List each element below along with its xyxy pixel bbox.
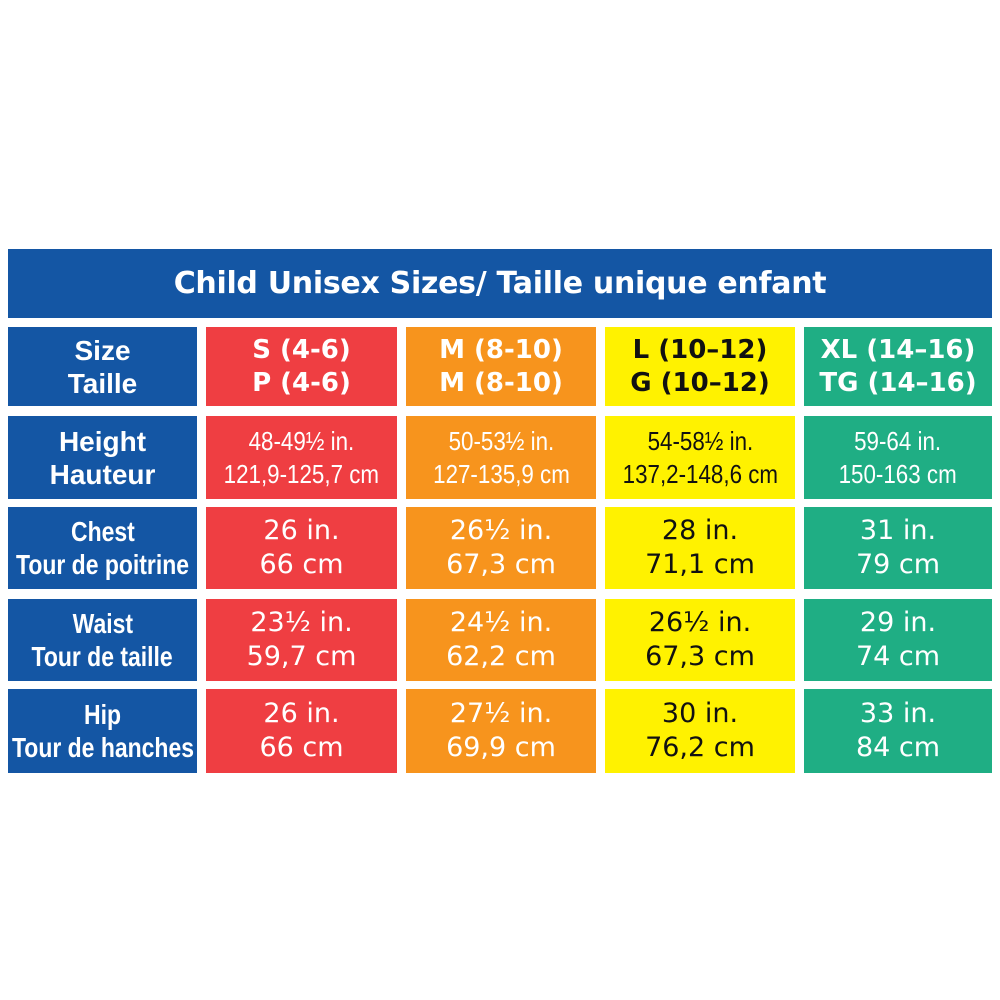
value-cm: 74 cm [855,641,941,672]
value-cm: 71,1 cm [645,549,755,580]
hip-cell-m: 27½ in. 69,9 cm [406,689,596,773]
value-cm: 150-163 cm [838,458,958,489]
waist-cell-l: 26½ in. 67,3 cm [605,599,795,681]
row-label-en: Hip [83,699,121,730]
row-label-fr: Tour de poitrine [15,549,190,580]
value-cm: 76,2 cm [645,732,755,763]
value-cm: 59,7 cm [246,641,357,672]
row-label-fr: Taille [67,367,138,399]
value-in: 29 in. [859,607,937,638]
row-label-en: Chest [70,516,135,547]
value-in: 26½ in. [449,515,553,546]
size-header-s: S (4-6) P (4-6) [206,327,397,406]
value-in: 26 in. [263,515,340,546]
waist-cell-s: 23½ in. 59,7 cm [206,599,397,681]
value-cm: 66 cm [259,732,344,763]
height-cell-l: 54-58½ in. 137,2-148,6 cm [605,416,795,499]
value-in: 28 in. [661,515,739,546]
size-label-fr: M (8-10) [439,367,563,398]
value-in: 30 in. [661,698,739,729]
value-cm: 67,3 cm [645,641,755,672]
value-cm: 67,3 cm [446,549,556,580]
hip-cell-xl: 33 in. 84 cm [804,689,992,773]
row-label-chest: Chest Tour de poitrine [8,507,197,589]
value-in: 54-58½ in. [647,425,753,456]
waist-cell-xl: 29 in. 74 cm [804,599,992,681]
row-label-en: Height [58,425,147,457]
value-in: 26 in. [263,698,340,729]
value-in: 48-49½ in. [248,425,355,456]
hip-cell-l: 30 in. 76,2 cm [605,689,795,773]
row-label-en: Waist [72,608,133,639]
value-in: 26½ in. [648,607,752,638]
size-label-fr: G (10–12) [630,367,770,398]
row-label-en: Size [74,334,131,366]
size-label-fr: TG (14–16) [819,367,977,398]
value-in: 59-64 in. [854,425,942,456]
chest-cell-s: 26 in. 66 cm [206,507,397,589]
value-cm: 84 cm [855,732,941,763]
value-cm: 62,2 cm [446,641,556,672]
size-label-en: S (4-6) [252,334,351,365]
value-cm: 137,2-148,6 cm [622,458,778,489]
size-label-fr: P (4-6) [252,367,351,398]
value-cm: 66 cm [259,549,344,580]
value-in: 27½ in. [449,698,553,729]
size-label-en: XL (14–16) [820,334,976,365]
row-label-fr: Hauteur [49,458,156,490]
value-in: 31 in. [859,515,937,546]
value-cm: 69,9 cm [446,732,556,763]
row-label-fr: Tour de hanches [11,732,194,763]
chest-cell-xl: 31 in. 79 cm [804,507,992,589]
value-cm: 79 cm [855,549,941,580]
row-label-fr: Tour de taille [31,641,174,672]
value-in: 33 in. [859,698,937,729]
height-cell-xl: 59-64 in. 150-163 cm [804,416,992,499]
chest-cell-l: 28 in. 71,1 cm [605,507,795,589]
size-header-xl: XL (14–16) TG (14–16) [804,327,992,406]
size-header-m: M (8-10) M (8-10) [406,327,596,406]
value-cm: 121,9-125,7 cm [223,458,380,489]
height-cell-m: 50-53½ in. 127-135,9 cm [406,416,596,499]
chest-cell-m: 26½ in. 67,3 cm [406,507,596,589]
size-header-l: L (10–12) G (10–12) [605,327,795,406]
size-label-en: L (10–12) [632,334,768,365]
hip-cell-s: 26 in. 66 cm [206,689,397,773]
value-in: 24½ in. [449,607,553,638]
value-in: 50-53½ in. [448,425,554,456]
value-in: 23½ in. [250,607,353,638]
size-label-en: M (8-10) [439,334,563,365]
waist-cell-m: 24½ in. 62,2 cm [406,599,596,681]
height-cell-s: 48-49½ in. 121,9-125,7 cm [206,416,397,499]
row-label-waist: Waist Tour de taille [8,599,197,681]
row-label-height: Height Hauteur [8,416,197,499]
row-label-size: Size Taille [8,327,197,406]
value-cm: 127-135,9 cm [432,458,570,489]
row-label-hip: Hip Tour de hanches [8,689,197,773]
chart-title: Child Unisex Sizes/ Taille unique enfant [8,249,992,318]
